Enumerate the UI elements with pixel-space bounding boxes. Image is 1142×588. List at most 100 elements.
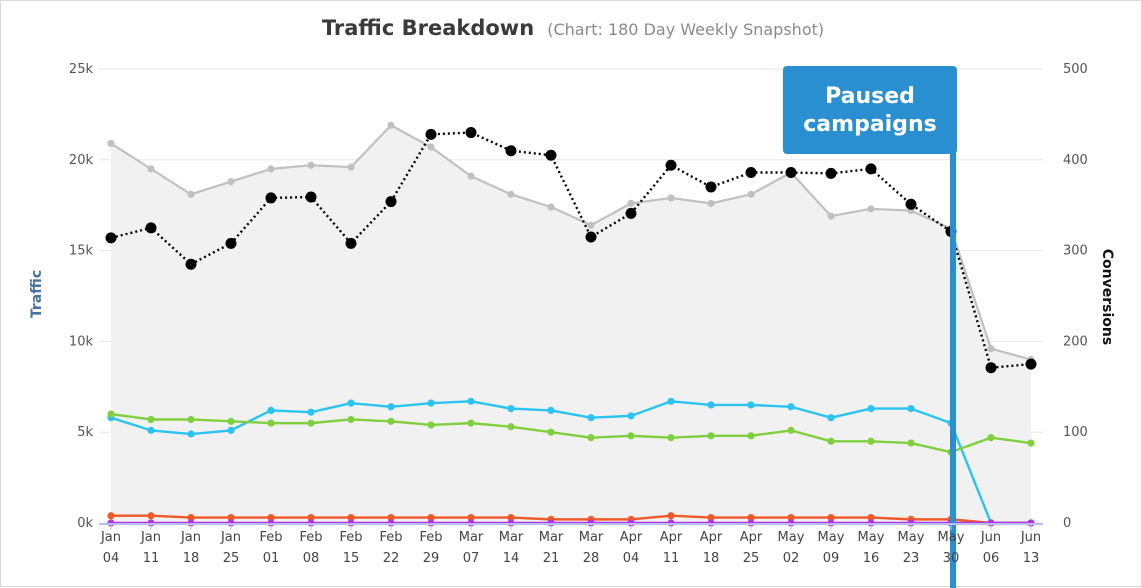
- data-point[interactable]: [865, 163, 877, 175]
- data-point[interactable]: [745, 167, 757, 179]
- data-point[interactable]: [187, 513, 195, 522]
- data-point[interactable]: [107, 512, 115, 520]
- data-point[interactable]: [867, 437, 875, 445]
- data-point[interactable]: [467, 419, 475, 427]
- data-point[interactable]: [987, 434, 995, 442]
- data-point[interactable]: [105, 232, 117, 244]
- data-point[interactable]: [707, 513, 715, 522]
- data-point[interactable]: [787, 513, 795, 522]
- data-point[interactable]: [905, 198, 917, 210]
- data-point[interactable]: [227, 513, 235, 522]
- data-point[interactable]: [705, 181, 717, 193]
- data-point[interactable]: [187, 415, 195, 424]
- data-point[interactable]: [507, 423, 515, 431]
- data-point[interactable]: [147, 165, 155, 173]
- data-point[interactable]: [667, 194, 675, 202]
- data-point[interactable]: [627, 432, 635, 440]
- data-point[interactable]: [787, 426, 795, 434]
- data-point[interactable]: [147, 426, 155, 434]
- data-point[interactable]: [825, 167, 837, 179]
- data-point[interactable]: [227, 417, 235, 425]
- data-point[interactable]: [587, 221, 595, 229]
- data-point[interactable]: [747, 190, 755, 198]
- data-point[interactable]: [625, 207, 637, 219]
- data-point[interactable]: [307, 161, 315, 169]
- data-point[interactable]: [465, 127, 477, 139]
- data-point[interactable]: [467, 172, 475, 180]
- data-point[interactable]: [747, 401, 755, 409]
- data-point[interactable]: [187, 430, 195, 438]
- data-point[interactable]: [267, 419, 275, 427]
- data-point[interactable]: [827, 212, 835, 220]
- data-point[interactable]: [507, 513, 515, 522]
- data-point[interactable]: [347, 513, 355, 522]
- data-point[interactable]: [627, 412, 635, 420]
- data-point[interactable]: [387, 403, 395, 411]
- data-point[interactable]: [267, 165, 275, 173]
- data-point[interactable]: [187, 190, 195, 198]
- data-point[interactable]: [227, 426, 235, 434]
- data-point[interactable]: [507, 190, 515, 198]
- data-point[interactable]: [707, 432, 715, 440]
- data-point[interactable]: [545, 149, 557, 161]
- data-point[interactable]: [387, 513, 395, 522]
- data-point[interactable]: [747, 513, 755, 522]
- data-point[interactable]: [185, 258, 197, 270]
- data-point[interactable]: [707, 199, 715, 207]
- data-point[interactable]: [347, 415, 355, 424]
- data-point[interactable]: [227, 177, 235, 186]
- data-point[interactable]: [145, 222, 157, 234]
- data-point[interactable]: [307, 408, 315, 416]
- data-point[interactable]: [667, 434, 675, 442]
- data-point[interactable]: [587, 414, 595, 422]
- data-point[interactable]: [707, 401, 715, 409]
- data-point[interactable]: [867, 205, 875, 213]
- data-point[interactable]: [307, 513, 315, 522]
- data-point[interactable]: [427, 421, 435, 429]
- data-point[interactable]: [907, 439, 915, 447]
- data-point[interactable]: [347, 399, 355, 407]
- data-point[interactable]: [305, 191, 317, 203]
- data-point[interactable]: [827, 513, 835, 522]
- data-point[interactable]: [987, 345, 995, 353]
- data-point[interactable]: [387, 121, 395, 129]
- data-point[interactable]: [665, 159, 677, 171]
- data-point[interactable]: [627, 199, 635, 207]
- data-point[interactable]: [147, 415, 155, 424]
- data-point[interactable]: [867, 404, 875, 413]
- data-point[interactable]: [427, 399, 435, 407]
- data-point[interactable]: [587, 434, 595, 442]
- data-point[interactable]: [1027, 439, 1035, 447]
- data-point[interactable]: [507, 404, 515, 413]
- data-point[interactable]: [827, 437, 835, 445]
- data-point[interactable]: [467, 397, 475, 405]
- data-point[interactable]: [225, 237, 237, 249]
- data-point[interactable]: [907, 404, 915, 413]
- data-point[interactable]: [467, 513, 475, 522]
- data-point[interactable]: [585, 231, 597, 243]
- data-point[interactable]: [867, 513, 875, 522]
- data-point[interactable]: [345, 237, 357, 249]
- data-point[interactable]: [265, 192, 277, 204]
- data-point[interactable]: [667, 512, 675, 520]
- data-point[interactable]: [827, 414, 835, 422]
- data-point[interactable]: [785, 167, 797, 179]
- data-point[interactable]: [427, 143, 435, 151]
- data-point[interactable]: [547, 406, 555, 415]
- data-point[interactable]: [505, 145, 517, 157]
- data-point[interactable]: [1025, 358, 1037, 370]
- data-point[interactable]: [747, 432, 755, 440]
- data-point[interactable]: [147, 512, 155, 520]
- data-point[interactable]: [427, 513, 435, 522]
- data-point[interactable]: [787, 403, 795, 411]
- data-point[interactable]: [547, 428, 555, 436]
- data-point[interactable]: [547, 203, 555, 211]
- data-point[interactable]: [667, 397, 675, 405]
- data-point[interactable]: [985, 362, 997, 374]
- data-point[interactable]: [267, 513, 275, 522]
- data-point[interactable]: [347, 163, 355, 171]
- data-point[interactable]: [267, 406, 275, 415]
- data-point[interactable]: [385, 196, 397, 208]
- data-point[interactable]: [307, 419, 315, 427]
- data-point[interactable]: [107, 410, 115, 418]
